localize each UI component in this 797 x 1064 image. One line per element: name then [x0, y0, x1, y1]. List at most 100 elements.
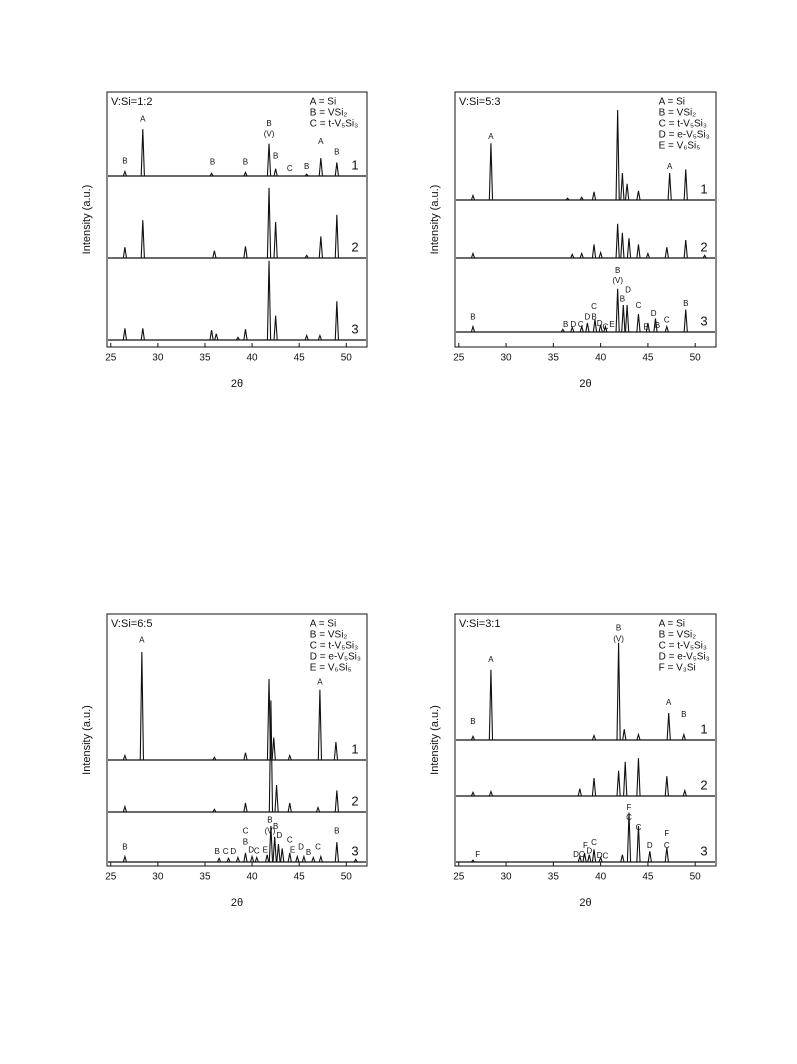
peak	[582, 852, 587, 863]
peak	[577, 788, 582, 797]
peak	[353, 858, 358, 863]
peak	[243, 852, 248, 863]
peak	[470, 859, 475, 863]
peak	[254, 855, 259, 863]
x-axis-label: 2θ	[231, 378, 243, 390]
peak-annotation: A	[488, 655, 494, 664]
x-axis-label: 2θ	[231, 897, 243, 909]
x-tick-label: 45	[294, 353, 306, 364]
peak-annotation: D	[277, 831, 283, 840]
series-label: 2	[700, 239, 707, 254]
peak	[301, 854, 307, 863]
peak	[470, 251, 476, 259]
peak	[334, 162, 340, 177]
y-axis-label: Intensity (a.u.)	[429, 185, 441, 255]
peak	[623, 761, 628, 797]
peak-annotation: E	[263, 845, 268, 854]
peak-annotation: B	[243, 837, 248, 846]
peak	[122, 328, 128, 341]
legend-entry: B = VSi₂	[310, 630, 348, 641]
x-tick-label: 45	[294, 872, 306, 883]
plot-frame	[454, 91, 717, 348]
x-tick-label: 50	[341, 872, 353, 883]
peak-annotation: B	[334, 148, 339, 157]
peak	[266, 260, 272, 341]
peak-annotation: A	[139, 635, 145, 644]
peak	[620, 854, 625, 863]
series-label: 2	[351, 793, 358, 808]
peak	[682, 788, 687, 797]
peak	[591, 777, 597, 797]
peak	[636, 758, 641, 797]
x-tick-label: 30	[501, 353, 513, 364]
legend-entry: C = t-V₅Si₃	[310, 641, 358, 652]
peak-annotation: A	[667, 162, 673, 171]
panel-title: V:Si=3:1	[459, 618, 500, 630]
peak	[216, 857, 222, 863]
peak-annotation: C	[591, 302, 597, 311]
peak-annotation: E	[643, 323, 648, 332]
peak	[645, 251, 651, 259]
peak	[598, 855, 603, 863]
peak-annotation: C	[578, 320, 584, 329]
peak-annotation: B	[334, 827, 339, 836]
peak	[266, 143, 272, 177]
peak	[560, 328, 565, 333]
peak	[579, 324, 584, 333]
peak-annotation: B	[306, 848, 311, 857]
peak	[287, 802, 292, 813]
peak-annotation: A	[140, 114, 146, 123]
peak	[304, 254, 309, 259]
peak-annotation: A	[318, 137, 324, 146]
peak	[636, 313, 641, 333]
peak-annotation: (V)	[265, 827, 276, 836]
peak	[626, 812, 632, 863]
peak-annotation: D	[585, 313, 591, 322]
peak	[214, 333, 219, 341]
peak	[591, 191, 597, 201]
peak	[317, 689, 323, 761]
peak-annotation: C	[287, 164, 293, 173]
peak-annotation: A	[666, 698, 672, 707]
peak-annotation: DC	[573, 850, 585, 859]
x-tick-label: 25	[453, 353, 465, 364]
peak	[318, 157, 323, 177]
peak	[603, 324, 608, 333]
legend-entry: B = VSi₂	[310, 108, 348, 119]
panel-title: V:Si=1:2	[111, 96, 152, 108]
peak	[615, 288, 620, 333]
peak-annotation: D	[597, 851, 603, 860]
x-tick-label: 25	[105, 353, 117, 364]
series-label: 3	[351, 843, 358, 858]
peak	[645, 322, 651, 333]
peak	[274, 784, 279, 813]
peak	[122, 753, 128, 761]
panel-title: V:Si=5:3	[459, 96, 500, 108]
x-tick-label: 30	[501, 872, 513, 883]
x-tick-label: 35	[548, 353, 560, 364]
legend-entry: A = Si	[659, 97, 685, 108]
x-tick-label: 35	[548, 872, 560, 883]
peak	[621, 304, 626, 333]
legend-entry: E = V₆Si₅	[659, 141, 701, 152]
peak	[592, 319, 598, 333]
peak	[591, 849, 597, 863]
peak-annotation: D	[230, 847, 236, 856]
peak-annotation: B	[122, 157, 127, 166]
legend-entry: B = VSi₂	[659, 630, 697, 641]
peak-annotation: (V)	[612, 276, 623, 285]
peak	[664, 324, 669, 333]
peak	[636, 825, 641, 863]
legend-entry: A = Si	[310, 619, 336, 630]
legend-entry: E = V₆Si₅	[310, 663, 352, 674]
peak-annotation: F	[627, 803, 632, 812]
peak	[311, 855, 316, 863]
peak-annotation: B	[210, 158, 215, 167]
peak	[243, 246, 248, 259]
panel: 25 30 35 40 45 50 2θ Intensity (a.u.) V:Si=1:2 A …	[81, 91, 368, 390]
peak	[666, 712, 671, 741]
peak	[212, 250, 217, 259]
x-tick-label: 50	[341, 353, 353, 364]
peak	[615, 109, 620, 201]
peak-annotation: B	[273, 151, 278, 160]
